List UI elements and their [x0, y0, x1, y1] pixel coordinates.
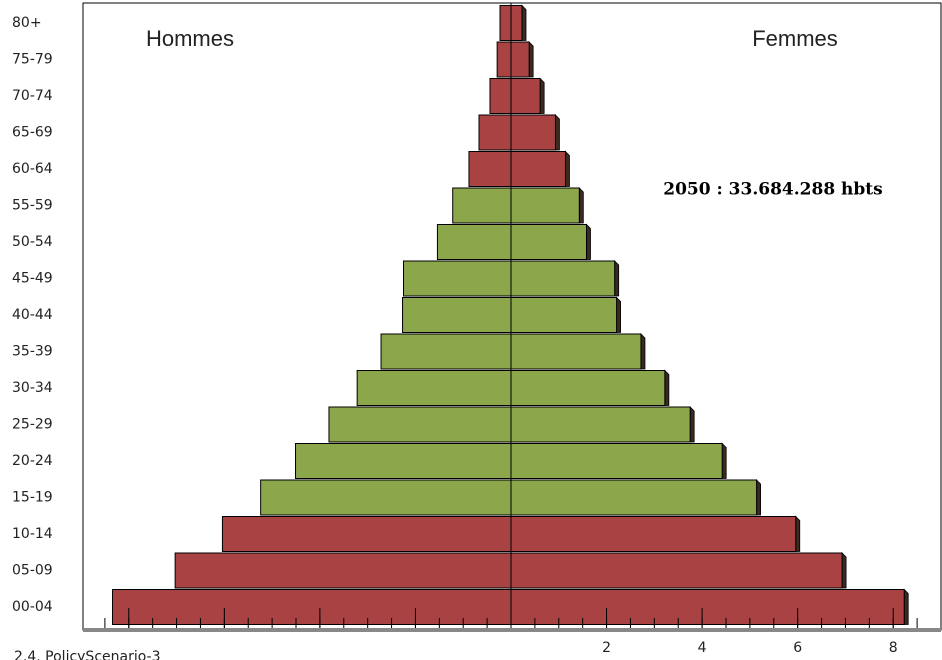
bar: [489, 78, 512, 114]
bar: [510, 297, 618, 333]
bar: [174, 552, 512, 589]
bar-shade: [664, 369, 670, 406]
footer: 2.4. PolicyScenario-3: [14, 649, 161, 660]
annotation: 2050 : 33.684.288 hbts: [663, 180, 882, 200]
y-tick-label: 55-59: [12, 198, 53, 214]
y-tick-label: 05-09: [12, 563, 53, 579]
bar: [499, 5, 512, 41]
bar-shade: [756, 479, 761, 516]
bar: [356, 370, 512, 406]
bar: [510, 589, 905, 625]
bar-shade: [565, 150, 570, 187]
bar-shade: [539, 77, 545, 114]
y-tick-label: 75-79: [12, 52, 53, 68]
bar: [510, 333, 642, 370]
y-tick-label: 25-29: [12, 417, 53, 433]
bar: [452, 187, 512, 224]
x-tick-label: 2: [602, 640, 611, 656]
bar: [380, 333, 512, 370]
bar: [468, 151, 512, 187]
bar-shade: [903, 588, 909, 625]
bar: [436, 224, 512, 260]
y-tick-label: 70-74: [12, 88, 53, 104]
bar-shade: [555, 114, 560, 151]
bar: [510, 406, 691, 443]
bar: [112, 589, 512, 625]
bar-shade: [521, 4, 527, 41]
y-tick-label: 20-24: [12, 453, 53, 469]
bar-shade: [578, 187, 584, 224]
bar: [510, 552, 843, 589]
bar: [402, 297, 512, 333]
bar-shade: [614, 260, 620, 297]
bar: [478, 114, 512, 151]
bar: [510, 516, 797, 552]
bar: [510, 114, 556, 151]
bar: [510, 443, 723, 479]
y-tick-label: 65-69: [12, 125, 53, 141]
y-tick-label: 50-54: [12, 234, 53, 250]
bar-shade: [586, 223, 591, 260]
bar: [510, 187, 580, 224]
bar-shade: [640, 333, 646, 370]
bar-shade: [689, 406, 695, 443]
y-tick-label: 00-04: [12, 599, 53, 615]
y-tick-label: 35-39: [12, 344, 53, 360]
legend-right: Femmes: [752, 26, 838, 51]
y-tick-label: 15-19: [12, 490, 53, 506]
y-tick-label: 80+: [12, 15, 42, 31]
bar-shade: [528, 41, 534, 78]
bar: [510, 479, 758, 516]
bar: [403, 260, 512, 297]
bar: [510, 5, 523, 41]
bar-shade: [841, 552, 847, 589]
y-tick-label: 40-44: [12, 307, 53, 323]
bar: [496, 41, 512, 78]
y-tick-label: 60-64: [12, 161, 53, 177]
x-tick-label: 6: [793, 640, 802, 656]
bar: [510, 370, 666, 406]
bar-shade: [616, 296, 621, 333]
bar: [510, 260, 616, 297]
bar-shade: [795, 515, 801, 552]
bar: [510, 78, 541, 114]
bar: [260, 479, 512, 516]
x-tick-label: 8: [889, 640, 898, 656]
y-tick-label: 45-49: [12, 271, 53, 287]
bar: [295, 443, 512, 479]
x-tick-label: 4: [698, 640, 707, 656]
y-tick-label: 30-34: [12, 380, 53, 396]
bar: [510, 151, 566, 187]
bar: [221, 516, 512, 552]
bar: [510, 41, 530, 78]
bar: [328, 406, 512, 443]
legend-left: Hommes: [146, 26, 234, 51]
y-tick-label: 10-14: [12, 526, 53, 542]
bar: [510, 224, 587, 260]
bar-shade: [721, 442, 727, 479]
